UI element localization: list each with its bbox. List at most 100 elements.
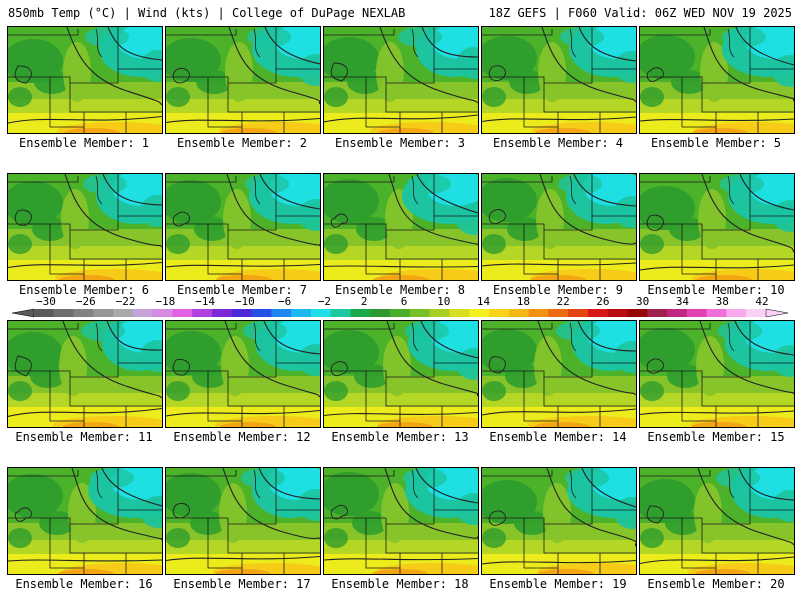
colorbar-swatch: [172, 309, 193, 317]
ensemble-member-map: [7, 320, 163, 428]
colorbar-tick-label: 6: [401, 295, 408, 308]
colorbar-tick-label: −30: [36, 295, 56, 308]
ensemble-member-label: Ensemble Member: 7: [176, 283, 308, 297]
colorbar-swatch: [291, 309, 312, 317]
ensemble-member-map: [481, 173, 637, 281]
colorbar-min-arrow: [12, 308, 35, 318]
colorbar-swatch: [587, 309, 609, 317]
ensemble-member-label: Ensemble Member: 3: [334, 136, 466, 150]
colorbar-swatch: [370, 309, 391, 317]
colorbar-swatch: [528, 309, 549, 317]
ensemble-member-map: [323, 26, 479, 134]
ensemble-member-label: Ensemble Member: 18: [331, 577, 469, 591]
colorbar-swatch: [73, 309, 94, 317]
colorbar-swatch: [726, 309, 747, 317]
ensemble-member-map: [639, 320, 795, 428]
ensemble-member-label: Ensemble Member: 19: [489, 577, 627, 591]
ensemble-member-map: [165, 173, 321, 281]
ensemble-member-label: Ensemble Member: 13: [331, 430, 469, 444]
colorbar-swatch: [310, 309, 332, 317]
colorbar-tick-label: 22: [556, 295, 569, 308]
ensemble-member-label: Ensemble Member: 14: [489, 430, 627, 444]
ensemble-member-map: [7, 467, 163, 575]
colorbar-tick-label: 34: [676, 295, 690, 308]
ensemble-member-label: Ensemble Member: 20: [647, 577, 785, 591]
colorbar-swatch: [647, 309, 668, 317]
ensemble-member-map: [323, 320, 479, 428]
colorbar-tick-label: −6: [278, 295, 291, 308]
ensemble-member-label: Ensemble Member: 17: [173, 577, 311, 591]
ensemble-member-map: [639, 173, 795, 281]
ensemble-member-map: [323, 467, 479, 575]
ensemble-member-map: [7, 173, 163, 281]
model-run-valid-time: 18Z GEFS | F060 Valid: 06Z WED NOV 19 20…: [488, 6, 792, 20]
colorbar-tick-label: 30: [636, 295, 649, 308]
colorbar-tick-label: −22: [116, 295, 136, 308]
colorbar-swatch: [548, 309, 569, 317]
ensemble-member-label: Ensemble Member: 15: [647, 430, 785, 444]
ensemble-member-map: [481, 26, 637, 134]
ensemble-member-label: Ensemble Member: 11: [15, 430, 153, 444]
colorbar-swatch: [706, 309, 727, 317]
colorbar-swatch: [489, 309, 510, 317]
ensemble-member-label: Ensemble Member: 8: [334, 283, 466, 297]
colorbar-swatch: [607, 309, 629, 317]
colorbar-swatch: [93, 309, 114, 317]
colorbar-swatch: [449, 309, 470, 317]
colorbar-tick-label: −10: [235, 295, 255, 308]
ensemble-member-label: Ensemble Member: 5: [650, 136, 782, 150]
colorbar-swatch: [409, 309, 431, 317]
ensemble-member-map: [165, 26, 321, 134]
ensemble-member-map: [481, 320, 637, 428]
colorbar-swatch: [508, 309, 530, 317]
colorbar-swatch: [34, 309, 55, 317]
temperature-colorbar: −30 −26 −22 −18 −14 −10 −6 −2 2 6 10 14 18 22 26 30 34 38…: [12, 295, 788, 318]
ensemble-member-label: Ensemble Member: 4: [492, 136, 624, 150]
ensemble-member-label: Ensemble Member: 12: [173, 430, 311, 444]
ensemble-member-label: Ensemble Member: 1: [18, 136, 150, 150]
map-title: 850mb Temp (°C) | Wind (kts) | College o…: [8, 6, 406, 20]
colorbar-tick-label: 10: [437, 295, 450, 308]
ensemble-member-label: Ensemble Member: 16: [15, 577, 153, 591]
ensemble-member-map: [639, 26, 795, 134]
colorbar-tick-label: −14: [195, 295, 215, 308]
colorbar-tick-label: 38: [716, 295, 729, 308]
colorbar-tick-label: −26: [76, 295, 96, 308]
colorbar-tick-label: −2: [318, 295, 331, 308]
colorbar-swatch: [568, 309, 589, 317]
ensemble-member-label: Ensemble Member: 10: [647, 283, 785, 297]
colorbar-swatch: [667, 309, 688, 317]
colorbar-swatch: [132, 309, 154, 317]
colorbar-swatch: [746, 309, 767, 317]
colorbar-max-arrow: [765, 308, 788, 318]
colorbar-swatch: [429, 309, 450, 317]
ensemble-member-map: [165, 320, 321, 428]
colorbar-swatch: [231, 309, 253, 317]
colorbar-swatch: [330, 309, 352, 317]
colorbar-swatch: [469, 309, 490, 317]
ensemble-member-label: Ensemble Member: 9: [492, 283, 624, 297]
ensemble-member-label: Ensemble Member: 6: [18, 283, 150, 297]
colorbar-swatch: [152, 309, 173, 317]
colorbar-swatch: [53, 309, 75, 317]
ensemble-member-map: [7, 26, 163, 134]
colorbar-swatch: [350, 309, 371, 317]
colorbar-swatch: [251, 309, 272, 317]
colorbar-swatch: [212, 309, 233, 317]
ensemble-member-map: [323, 173, 479, 281]
colorbar-swatch: [271, 309, 292, 317]
colorbar-swatch: [192, 309, 213, 317]
ensemble-member-label: Ensemble Member: 2: [176, 136, 308, 150]
colorbar-swatch: [390, 309, 411, 317]
colorbar-tick-label: 14: [477, 295, 491, 308]
ensemble-member-map: [639, 467, 795, 575]
colorbar-tick-label: −18: [155, 295, 175, 308]
colorbar-swatch: [113, 309, 134, 317]
ensemble-member-map: [481, 467, 637, 575]
colorbar-tick-label: 2: [361, 295, 368, 308]
colorbar-swatch: [627, 309, 648, 317]
colorbar-tick-label: 26: [596, 295, 609, 308]
colorbar-swatch: [686, 309, 708, 317]
ensemble-member-map: [165, 467, 321, 575]
colorbar-tick-label: 18: [517, 295, 530, 308]
